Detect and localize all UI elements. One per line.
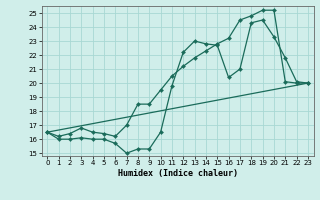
X-axis label: Humidex (Indice chaleur): Humidex (Indice chaleur): [118, 169, 237, 178]
